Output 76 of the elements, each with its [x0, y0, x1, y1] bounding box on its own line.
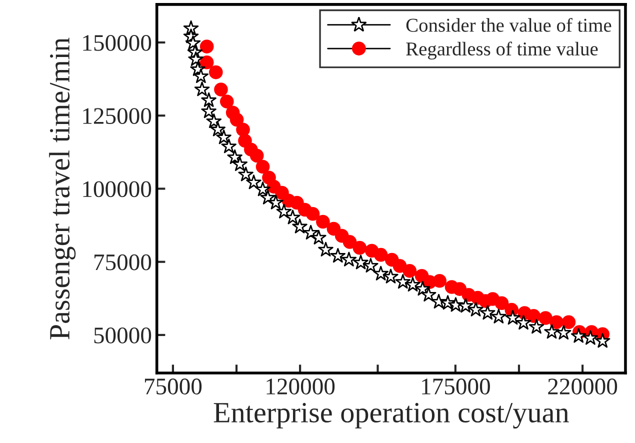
point	[342, 235, 357, 249]
point	[206, 113, 222, 128]
point	[383, 268, 398, 284]
point	[214, 82, 228, 96]
point	[448, 297, 464, 312]
point	[306, 206, 320, 221]
point	[374, 248, 388, 262]
y-tick-label: 100000	[83, 181, 152, 198]
point	[353, 254, 368, 270]
point	[352, 240, 367, 255]
point	[505, 310, 520, 325]
point	[405, 276, 420, 292]
y-tick-label: 50000	[94, 327, 152, 344]
point	[216, 130, 232, 144]
point	[194, 82, 210, 96]
point	[562, 315, 576, 330]
x-axis-title: Enterprise operation cost/yuan	[214, 402, 569, 429]
y-tick-label: 125000	[83, 108, 152, 124]
y-tick-label: 75000	[94, 254, 152, 270]
y-axis-title: Passenger travel time/min	[49, 38, 76, 340]
point	[210, 122, 226, 136]
point	[480, 305, 496, 320]
point	[538, 311, 552, 325]
point	[363, 258, 378, 273]
point	[570, 328, 586, 343]
point	[188, 51, 204, 66]
point	[246, 174, 262, 190]
point	[232, 156, 248, 172]
point	[516, 315, 532, 330]
point	[341, 252, 357, 266]
legend-label: Consider the value of time	[406, 18, 612, 32]
point	[292, 218, 308, 234]
point	[316, 214, 330, 229]
point	[230, 112, 244, 127]
point	[238, 166, 254, 182]
point	[201, 92, 216, 107]
point	[318, 242, 334, 256]
point	[420, 286, 436, 302]
point	[200, 55, 214, 70]
point	[458, 298, 474, 313]
legend-label: Regardless of time value	[406, 42, 598, 60]
point	[392, 259, 407, 273]
x-tick-label: 175000	[422, 378, 490, 394]
point	[395, 274, 411, 289]
point	[556, 324, 572, 340]
point	[221, 138, 236, 154]
point	[227, 149, 242, 164]
point	[491, 308, 506, 324]
point	[256, 160, 270, 174]
point	[468, 302, 484, 316]
point	[236, 122, 250, 137]
point	[268, 194, 284, 210]
point	[200, 40, 214, 54]
point	[255, 182, 270, 196]
point	[311, 230, 326, 244]
point	[528, 319, 544, 334]
point	[582, 330, 598, 345]
point	[494, 296, 509, 310]
point	[276, 204, 292, 218]
point	[201, 104, 216, 118]
x-tick-label: 120000	[266, 378, 335, 394]
x-tick-label: 220000	[548, 378, 618, 394]
point	[330, 248, 346, 263]
point	[193, 68, 209, 83]
point	[594, 333, 610, 348]
point	[220, 94, 234, 108]
x-tick-label: 75000	[144, 378, 202, 394]
point	[285, 210, 300, 224]
point	[550, 315, 564, 330]
point	[373, 266, 388, 280]
y-tick-label: 150000	[83, 34, 152, 51]
point	[432, 274, 447, 288]
point	[402, 264, 417, 278]
point	[250, 148, 264, 163]
point	[544, 324, 560, 339]
point	[208, 65, 223, 80]
